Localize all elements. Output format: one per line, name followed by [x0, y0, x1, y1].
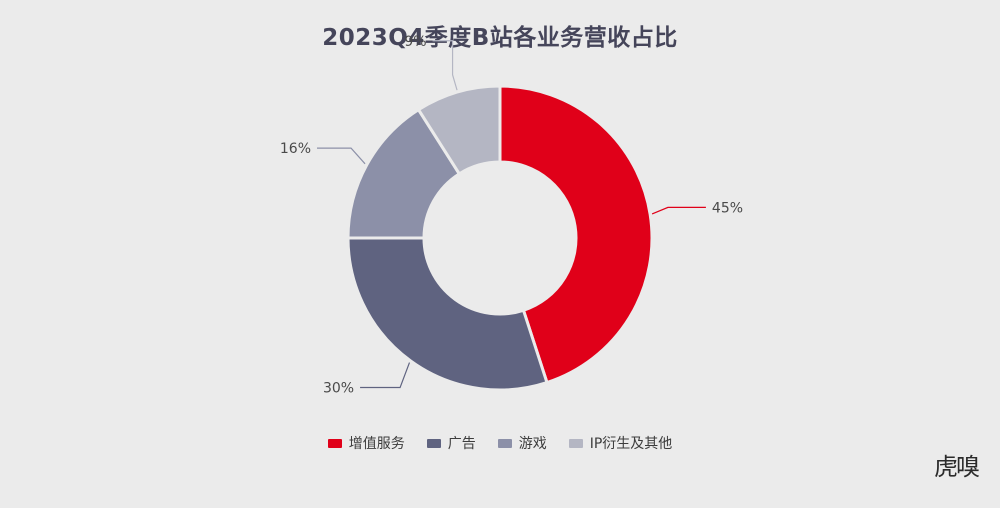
leader-line-4: [432, 40, 458, 91]
data-label-2: 30%: [323, 381, 354, 397]
donut-slice-2: [346, 236, 549, 392]
legend-item-1: 增值服务: [327, 433, 405, 453]
legend-swatch: [568, 438, 583, 448]
data-label-1: 45%: [712, 200, 743, 216]
legend-label: 游戏: [518, 436, 547, 452]
leader-line-1: [651, 206, 706, 215]
legend-swatch: [426, 438, 441, 448]
legend-item-2: 广告: [426, 433, 476, 453]
huxiu-logo: 虎嗅: [934, 453, 980, 481]
chart-title: 2023Q4季度B站各业务营收占比: [322, 25, 678, 51]
legend-swatch: [497, 438, 512, 448]
data-label-3: 16%: [280, 141, 311, 157]
legend-label: 广告: [447, 436, 476, 452]
donut-slice-4: [417, 84, 502, 176]
donut-slice-1: [498, 84, 654, 385]
legend-label: IP衍生及其他: [589, 436, 673, 452]
legend-label: 增值服务: [348, 436, 405, 452]
leader-line-2: [360, 362, 411, 389]
chart-legend: 增值服务 广告 游戏 IP衍生及其他: [0, 433, 1000, 453]
data-label-4: 9%: [404, 34, 426, 50]
legend-item-4: IP衍生及其他: [568, 433, 673, 453]
legend-swatch: [327, 438, 342, 448]
legend-item-3: 游戏: [497, 433, 547, 453]
leader-line-3: [317, 147, 366, 165]
